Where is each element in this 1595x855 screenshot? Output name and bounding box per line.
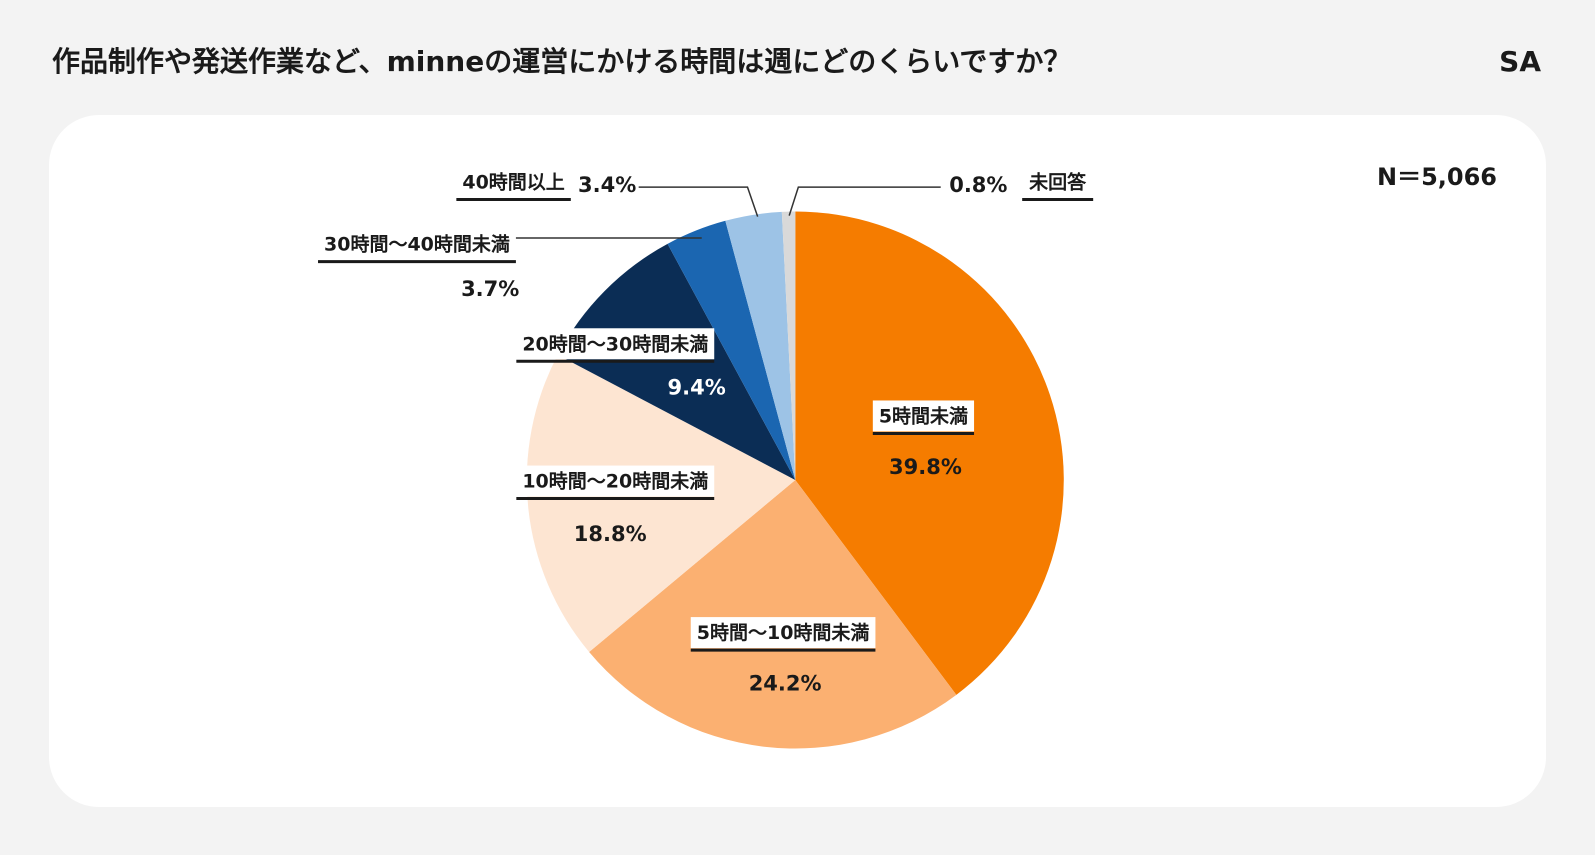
label-background: [516, 465, 715, 497]
category-label: 30時間～40時間未満: [324, 233, 510, 256]
question-type: SA: [1499, 45, 1541, 78]
label-background: [318, 228, 516, 260]
category-label: 未回答: [1028, 171, 1087, 194]
category-label-group: 30時間～40時間未満: [318, 228, 516, 264]
category-label: 10時間～20時間未満: [522, 470, 708, 493]
pie-slice: [589, 480, 957, 749]
pie-slice: [781, 211, 796, 481]
value-label: 3.4%: [578, 173, 636, 197]
pie-slice: [725, 211, 796, 481]
pie-slice: [667, 220, 796, 481]
category-label-group: 10時間～20時間未満: [516, 465, 715, 501]
label-background: [516, 328, 715, 360]
category-label-group: 5時間～10時間未満: [690, 617, 876, 652]
value-label: 9.4%: [668, 375, 726, 399]
value-label: 24.2%: [749, 671, 822, 695]
value-label: 3.7%: [461, 277, 519, 301]
label-background: [456, 167, 571, 198]
value-label: 18.8%: [574, 522, 647, 546]
label-background: [872, 400, 975, 432]
leader-line: [788, 186, 941, 216]
category-label: 20時間～30時間未満: [522, 332, 708, 355]
label-background: [690, 617, 876, 649]
pie-slice: [795, 211, 1064, 695]
category-label-group: 40時間以上: [456, 167, 571, 202]
sample-size: N＝5,066: [1377, 163, 1497, 191]
pie-slice: [526, 354, 796, 652]
category-label: 5時間～10時間未満: [697, 621, 870, 644]
category-label-group: 未回答: [1022, 166, 1094, 202]
category-label: 5時間未満: [879, 404, 968, 427]
value-label: 39.8%: [889, 455, 962, 479]
leader-line: [638, 186, 759, 217]
category-label-group: 20時間～30時間未満: [516, 328, 715, 363]
category-label: 40時間以上: [462, 172, 564, 194]
category-label-group: 5時間未満: [872, 400, 975, 435]
value-label: 0.8%: [949, 173, 1007, 197]
label-background: [1022, 166, 1094, 198]
chart-title: 作品制作や発送作業など、minneの運営にかける時間は週にどのくらいですか？: [52, 45, 1071, 78]
